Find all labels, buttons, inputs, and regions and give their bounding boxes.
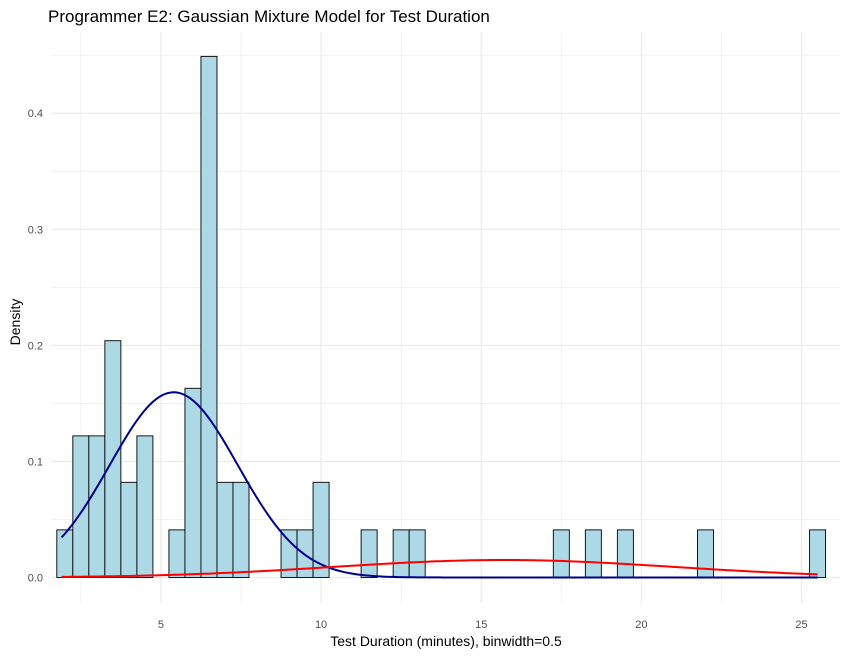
x-tick-label: 20 — [635, 619, 647, 631]
x-tick-label: 10 — [315, 619, 327, 631]
x-axis-tick-labels: 5 10 15 20 25 — [158, 619, 808, 631]
histogram-bar — [136, 435, 154, 578]
y-tick-label: 0.0 — [28, 572, 43, 584]
histogram-bar — [408, 529, 426, 578]
histogram-bar — [552, 529, 570, 578]
histogram-bar — [56, 529, 74, 578]
y-tick-label: 0.4 — [28, 108, 43, 120]
histogram-bars — [56, 55, 827, 578]
y-axis-tick-labels: 0.0 0.1 0.2 0.3 0.4 — [28, 108, 43, 584]
histogram-bar — [72, 435, 90, 578]
y-tick-label: 0.1 — [28, 456, 43, 468]
grid-minor-lines — [52, 32, 840, 603]
y-axis-title: Density — [7, 299, 23, 346]
histogram-bar — [392, 529, 410, 578]
mixture-curve — [61, 559, 818, 578]
histogram-bar — [184, 387, 202, 578]
histogram-bar — [809, 529, 827, 578]
histogram-bar — [616, 529, 634, 578]
histogram-bar — [168, 529, 186, 578]
histogram-bar — [200, 55, 218, 578]
x-axis-title: Test Duration (minutes), binwidth=0.5 — [330, 633, 562, 649]
histogram-bar — [216, 481, 234, 578]
histogram-bar — [584, 529, 602, 578]
histogram-bar — [88, 435, 106, 578]
x-tick-label: 25 — [795, 619, 807, 631]
x-tick-label: 15 — [475, 619, 487, 631]
mixture-component-curves — [60, 391, 818, 579]
histogram-bar — [232, 481, 250, 578]
y-tick-label: 0.2 — [28, 340, 43, 352]
chart-title: Programmer E2: Gaussian Mixture Model fo… — [48, 7, 490, 26]
mixture-curve — [60, 391, 818, 579]
x-tick-label: 5 — [158, 619, 164, 631]
histogram-bar — [360, 529, 378, 578]
y-tick-label: 0.3 — [28, 224, 43, 236]
histogram-bar — [697, 529, 714, 578]
histogram-bar — [120, 481, 138, 578]
histogram-bar — [312, 481, 330, 578]
